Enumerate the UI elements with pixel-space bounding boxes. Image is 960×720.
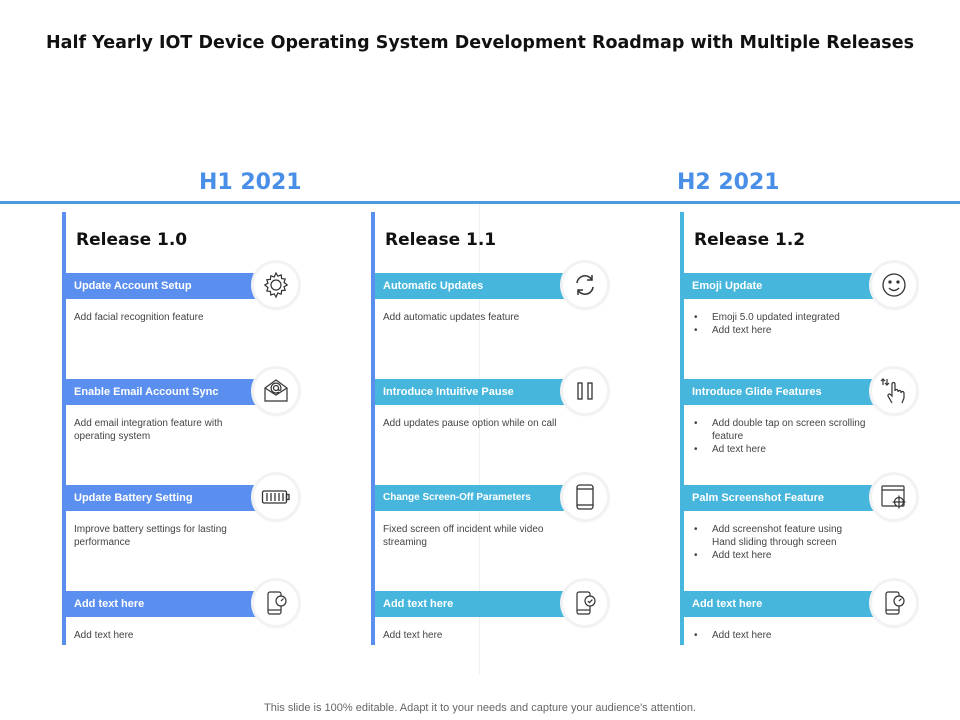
item-description: Add text here <box>74 629 249 642</box>
column-accent-bar <box>371 212 375 645</box>
item-label-bar: Automatic Updates <box>375 273 583 299</box>
bullet-item: Emoji 5.0 updated integrated <box>692 311 867 324</box>
bullet-item: Add text here <box>692 324 867 337</box>
half-heading-h2: H2 2021 <box>677 170 780 195</box>
gear-icon <box>254 263 298 307</box>
item-label-bar: Enable Email Account Sync <box>66 379 274 405</box>
release-column: Release 1.1 Automatic Updates Add automati… <box>371 212 611 645</box>
release-column: Release 1.0 Update Account Setup Add facia… <box>62 212 302 645</box>
screenshot-icon <box>872 475 916 519</box>
phone-check-icon <box>563 581 607 625</box>
description-text: Add email integration feature with opera… <box>74 418 223 442</box>
item-label-bar: Add text here <box>66 591 274 617</box>
battery-icon <box>254 475 298 519</box>
description-text: Add text here <box>383 630 443 641</box>
item-label-bar: Introduce Glide Features <box>684 379 892 405</box>
pause-icon <box>563 369 607 413</box>
item-description: Fixed screen off incident while video st… <box>383 523 558 549</box>
description-text: Add text here <box>74 630 134 641</box>
tablet-icon <box>563 475 607 519</box>
item-label-bar: Add text here <box>375 591 583 617</box>
item-description: Add double tap on screen scrolling featu… <box>692 417 867 456</box>
phone-speed-icon <box>254 581 298 625</box>
description-text: Fixed screen off incident while video st… <box>383 524 544 548</box>
release-title: Release 1.1 <box>385 230 497 250</box>
item-description: Improve battery settings for lasting per… <box>74 523 249 549</box>
center-divider <box>479 204 480 674</box>
column-accent-bar <box>680 212 684 645</box>
bullet-item: Add text here <box>692 549 867 562</box>
item-description: Add updates pause option while on call <box>383 417 558 430</box>
description-text: Add facial recognition feature <box>74 312 204 323</box>
item-label-bar: Update Account Setup <box>66 273 274 299</box>
item-description: Add automatic updates feature <box>383 311 558 324</box>
footer-note: This slide is 100% editable. Adapt it to… <box>264 702 696 714</box>
description-text: Add updates pause option while on call <box>383 418 557 429</box>
half-heading-h1: H1 2021 <box>199 170 302 195</box>
phone-speed-icon <box>872 581 916 625</box>
item-label-bar: Add text here <box>684 591 892 617</box>
item-description: Add screenshot feature using Hand slidin… <box>692 523 867 562</box>
timeline-line <box>0 201 960 204</box>
bullet-item: Ad text here <box>692 443 867 456</box>
bullet-item: Add double tap on screen scrolling featu… <box>692 417 867 443</box>
item-label-bar: Change Screen-Off Parameters <box>375 485 583 511</box>
item-description: Add text here <box>692 629 867 642</box>
email-icon <box>254 369 298 413</box>
item-label-bar: Update Battery Setting <box>66 485 274 511</box>
item-description: Emoji 5.0 updated integratedAdd text her… <box>692 311 867 337</box>
bullet-item: Add screenshot feature using Hand slidin… <box>692 523 867 549</box>
release-title: Release 1.0 <box>76 230 188 250</box>
item-label-bar: Introduce Intuitive Pause <box>375 379 583 405</box>
bullet-item: Add text here <box>692 629 867 642</box>
hand-swipe-icon <box>872 369 916 413</box>
release-column: Release 1.2 Emoji Update Emoji 5.0 updated… <box>680 212 920 645</box>
description-text: Add automatic updates feature <box>383 312 520 323</box>
slide-title: Half Yearly IOT Device Operating System … <box>46 33 914 53</box>
item-label-bar: Palm Screenshot Feature <box>684 485 892 511</box>
item-label-bar: Emoji Update <box>684 273 892 299</box>
emoji-icon <box>872 263 916 307</box>
column-accent-bar <box>62 212 66 645</box>
item-description: Add facial recognition feature <box>74 311 249 324</box>
description-text: Improve battery settings for lasting per… <box>74 524 227 548</box>
item-description: Add email integration feature with opera… <box>74 417 249 443</box>
release-title: Release 1.2 <box>694 230 806 250</box>
refresh-icon <box>563 263 607 307</box>
item-description: Add text here <box>383 629 558 642</box>
